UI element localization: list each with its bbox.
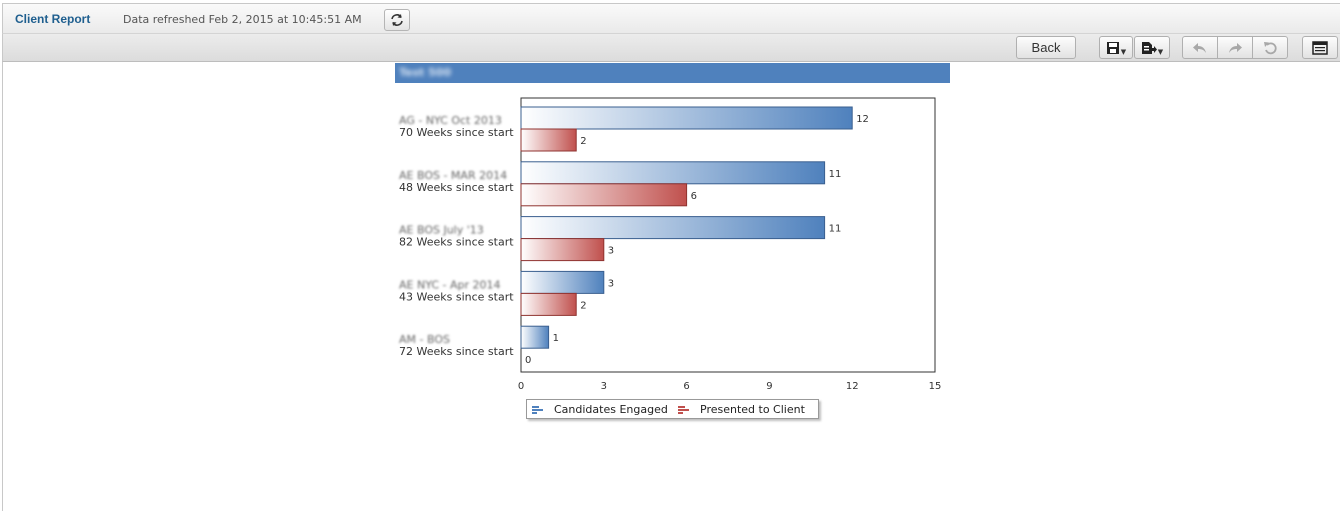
category-name: AM - BOS: [399, 333, 450, 346]
data-label: 2: [580, 300, 586, 311]
undo-icon: [1193, 42, 1206, 53]
bar-presented-to-client: [520, 238, 605, 262]
refresh-button[interactable]: [384, 9, 410, 31]
refresh-icon: [391, 14, 403, 26]
category-name: AG - NYC Oct 2013: [399, 114, 502, 127]
bar-chart: 12 2 11 6 11 3 3 2 1 0 0 3 6 9 12 15 AG - NYC Oct 2013…: [399, 97, 942, 392]
x-tick-label: 9: [766, 381, 772, 392]
category-name: AE BOS - MAR 2014: [399, 169, 507, 182]
app-title: Client Report: [15, 12, 91, 26]
redo-icon: [1229, 42, 1242, 53]
bar-presented-to-client: [520, 128, 577, 152]
save-button[interactable]: ▼: [1099, 36, 1133, 59]
bar-candidates-engaged: [520, 325, 550, 349]
data-label: 3: [608, 246, 614, 257]
x-tick-label: 0: [518, 381, 524, 392]
data-label: 2: [580, 136, 586, 147]
category-subtitle: 70 Weeks since start: [399, 126, 514, 139]
data-label: 0: [525, 355, 531, 366]
reset-icon: [1264, 41, 1277, 54]
x-tick-label: 3: [601, 381, 607, 392]
data-label: 6: [691, 191, 697, 202]
data-label: 11: [829, 169, 842, 180]
chart-legend: Candidates Engaged Presented to Client: [526, 399, 819, 419]
bar-presented-to-client: [520, 183, 688, 207]
bar-candidates-engaged: [520, 216, 826, 240]
category-subtitle: 43 Weeks since start: [399, 290, 514, 303]
legend-item: Candidates Engaged: [532, 403, 668, 416]
report-content: Test 500 12 2 11 6 11 3 3 2 1 0 0 3 6 9 12 15 AG - NYC…: [2, 62, 1340, 511]
data-label: 11: [829, 224, 842, 235]
legend-label: Candidates Engaged: [554, 403, 668, 416]
legend-swatch-icon: [678, 405, 689, 414]
undo-button[interactable]: [1182, 36, 1218, 59]
category-subtitle: 72 Weeks since start: [399, 345, 514, 358]
save-icon: [1106, 41, 1119, 54]
report-header: Test 500: [395, 63, 950, 83]
export-icon: [1141, 41, 1157, 54]
category-subtitle: 82 Weeks since start: [399, 236, 514, 249]
x-tick-label: 12: [846, 381, 859, 392]
bar-candidates-engaged: [520, 270, 605, 294]
data-label: 3: [608, 278, 614, 289]
chevron-down-icon: ▼: [1157, 47, 1164, 56]
bar-presented-to-client: [520, 292, 577, 316]
bar-candidates-engaged: [520, 161, 826, 185]
layout-icon: [1312, 40, 1328, 55]
redo-button[interactable]: [1217, 36, 1253, 59]
x-tick-label: 6: [683, 381, 689, 392]
report-header-title: Test 500: [399, 66, 452, 79]
toolbar: Back ▼ ▼: [2, 34, 1340, 62]
chevron-down-icon: ▼: [1120, 47, 1127, 56]
legend-label: Presented to Client: [700, 403, 805, 416]
x-tick-label: 15: [929, 381, 942, 392]
category-name: AE NYC - Apr 2014: [399, 278, 500, 291]
data-label: 12: [856, 114, 869, 125]
legend-swatch-icon: [532, 405, 543, 414]
title-bar: Client Report Data refreshed Feb 2, 2015…: [2, 3, 1340, 34]
data-label: 1: [553, 333, 559, 344]
legend-item: Presented to Client: [678, 403, 805, 416]
category-name: AE BOS July '13: [399, 224, 484, 237]
category-subtitle: 48 Weeks since start: [399, 181, 514, 194]
data-refreshed-text: Data refreshed Feb 2, 2015 at 10:45:51 A…: [123, 13, 362, 26]
reset-button[interactable]: [1252, 36, 1288, 59]
export-button[interactable]: ▼: [1134, 36, 1170, 59]
back-button[interactable]: Back: [1016, 36, 1076, 59]
layout-button[interactable]: [1302, 36, 1338, 59]
bar-candidates-engaged: [520, 106, 853, 130]
